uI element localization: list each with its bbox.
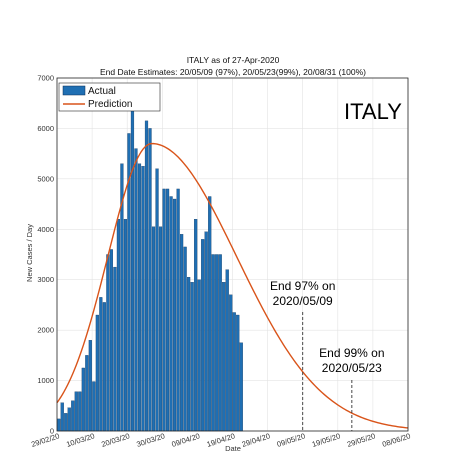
actual-bar — [151, 226, 156, 432]
y-tick-label: 5000 — [37, 174, 54, 183]
legend-actual-swatch — [62, 85, 86, 96]
actual-bar — [204, 231, 208, 432]
actual-bar — [67, 407, 71, 432]
plot-area-border — [56, 77, 409, 432]
actual-bar — [197, 279, 201, 432]
actual-bar — [64, 413, 68, 432]
actual-bar — [60, 402, 64, 432]
actual-bar — [187, 277, 191, 432]
actual-bar — [95, 314, 99, 432]
actual-bar — [78, 391, 82, 432]
actual-bar — [106, 254, 110, 432]
y-tick-label: 3000 — [37, 275, 54, 284]
x-tick-label: 30/03/20 — [135, 431, 166, 449]
y-tick-label: 1000 — [37, 376, 54, 385]
actual-bar — [201, 239, 205, 432]
actual-bar — [162, 188, 166, 432]
y-tick-label: 7000 — [37, 74, 54, 83]
actual-bar — [225, 269, 229, 432]
annotation-date: 2020/05/09 — [273, 294, 333, 308]
actual-bar — [211, 254, 215, 432]
x-tick-label: 20/03/20 — [100, 431, 131, 449]
annotation-text: End 97% on — [270, 279, 335, 293]
actual-bar — [137, 163, 142, 432]
actual-bar — [165, 188, 170, 432]
x-tick-label: 08/06/20 — [381, 431, 412, 449]
y-axis-ticks: 0 1000 2000 3000 4000 5000 6000 7000 — [37, 74, 54, 436]
y-tick-label: 0 — [50, 427, 54, 436]
chart-title: ITALY as of 27-Apr-2020 — [187, 55, 280, 65]
actual-bar — [134, 148, 138, 432]
actual-bar — [57, 418, 61, 432]
actual-bar — [99, 297, 103, 432]
grid-lines — [56, 77, 409, 432]
y-axis-label: New Cases / Day — [25, 224, 34, 282]
actual-bar — [239, 342, 243, 432]
actual-bar — [141, 166, 145, 432]
annotation-text: End 99% on — [319, 346, 384, 360]
x-axis-label: Date — [225, 444, 241, 453]
legend-prediction-label: Prediction — [88, 99, 132, 110]
actual-bar — [88, 340, 92, 432]
annotation-date: 2020/05/23 — [322, 361, 382, 375]
actual-bar — [85, 355, 89, 432]
x-tick-label: 09/04/20 — [170, 431, 201, 449]
chart-subtitle: End Date Estimates: 20/05/09 (97%), 20/0… — [100, 67, 366, 77]
prediction-line — [56, 142, 409, 429]
actual-bar — [123, 219, 128, 432]
actual-bar — [148, 128, 152, 432]
actual-bar — [169, 196, 173, 432]
x-axis-ticks: 29/02/20 10/03/20 20/03/20 30/03/20 09/04/20… — [30, 431, 412, 449]
prediction-curve-group — [56, 142, 409, 429]
actual-bar — [176, 188, 180, 432]
actual-bar — [116, 219, 121, 432]
actual-bar — [190, 282, 194, 432]
actual-bar — [102, 302, 106, 432]
actual-bar — [74, 391, 78, 432]
actual-bar — [172, 198, 177, 432]
legend-actual-label: Actual — [88, 86, 116, 97]
actual-bar — [180, 234, 184, 432]
actual-bar — [215, 254, 219, 432]
y-tick-label: 2000 — [37, 326, 54, 335]
y-tick-label: 6000 — [37, 124, 54, 133]
x-tick-label: 29/02/20 — [30, 431, 61, 449]
legend: Actual Prediction — [58, 82, 161, 112]
actual-bar — [236, 314, 240, 432]
actual-bar — [194, 219, 198, 432]
actual-bar — [158, 226, 163, 432]
x-tick-label: 29/04/20 — [241, 431, 272, 449]
actual-bar — [183, 246, 187, 432]
actual-bar — [71, 400, 75, 432]
y-tick-label: 4000 — [37, 225, 54, 234]
x-tick-label: 19/05/20 — [311, 431, 342, 449]
actual-bar — [144, 120, 149, 432]
actual-bar — [208, 196, 212, 432]
actual-bars — [57, 100, 243, 432]
actual-bar — [113, 266, 117, 432]
actual-bar — [155, 168, 159, 432]
annotation-lines — [302, 312, 353, 431]
actual-bar — [130, 100, 135, 432]
x-tick-label: 10/03/20 — [65, 431, 96, 449]
x-tick-label: 09/05/20 — [276, 431, 307, 449]
actual-bar — [109, 249, 113, 432]
actual-bar — [222, 282, 226, 432]
actual-bar — [81, 367, 85, 432]
x-tick-label: 29/05/20 — [346, 431, 377, 449]
actual-bar — [229, 294, 233, 432]
actual-bar — [218, 254, 222, 432]
country-label: ITALY — [344, 99, 402, 124]
actual-bar — [92, 381, 96, 432]
actual-bar — [232, 312, 236, 432]
